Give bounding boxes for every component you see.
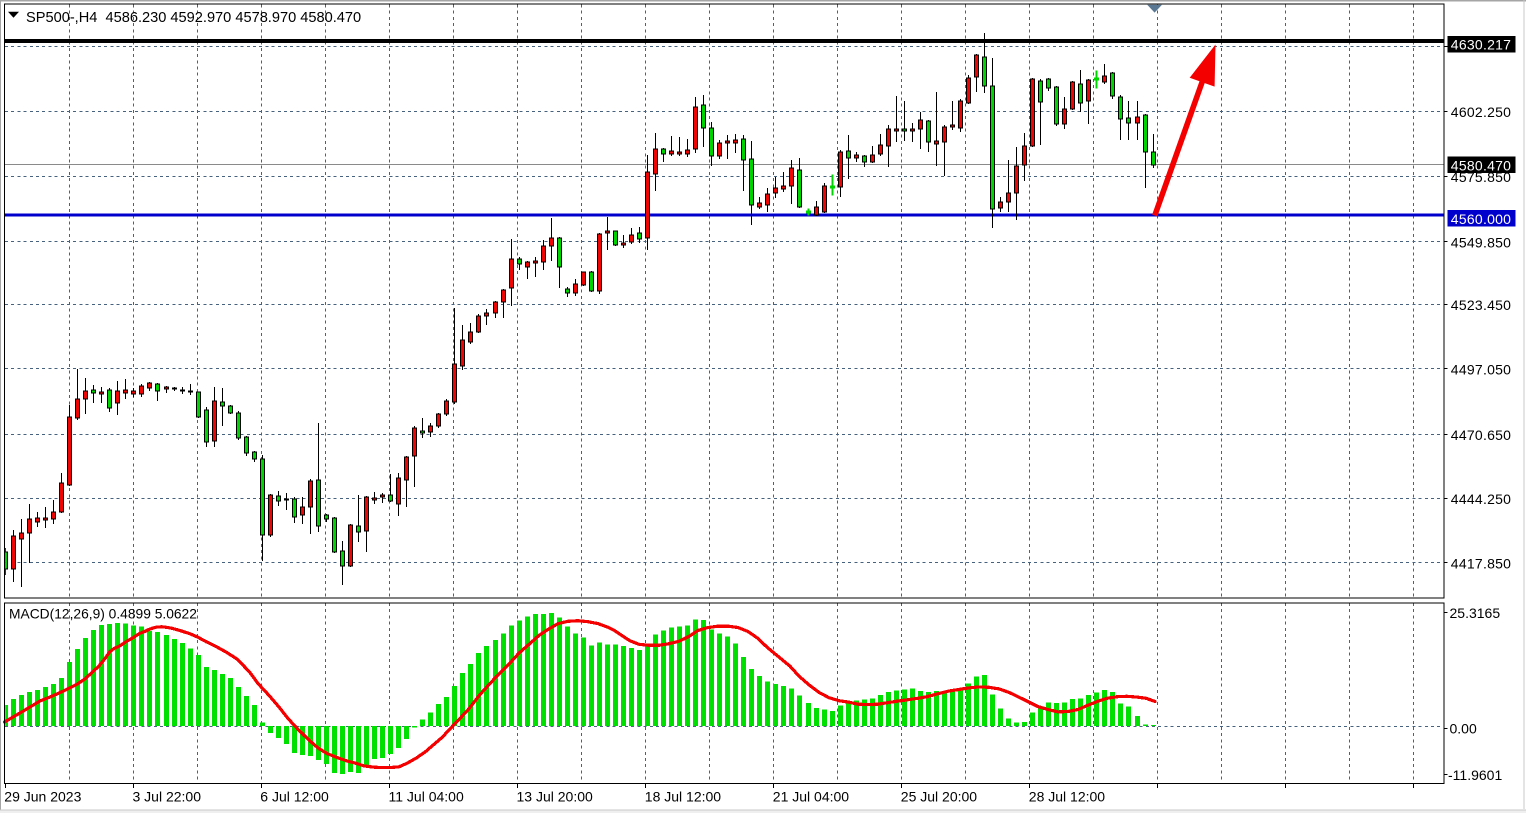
svg-text:3 Jul 22:00: 3 Jul 22:00 xyxy=(133,788,202,804)
svg-text:25.3165: 25.3165 xyxy=(1450,605,1501,621)
svg-text:4523.450: 4523.450 xyxy=(1451,297,1511,313)
svg-text:4630.217: 4630.217 xyxy=(1451,37,1511,53)
svg-text:4602.250: 4602.250 xyxy=(1451,104,1511,120)
svg-text:13 Jul 20:00: 13 Jul 20:00 xyxy=(517,788,593,804)
svg-text:29 Jun 2023: 29 Jun 2023 xyxy=(4,788,81,804)
svg-text:4470.650: 4470.650 xyxy=(1451,427,1511,443)
svg-text:4417.850: 4417.850 xyxy=(1451,555,1511,571)
svg-text:11 Jul 04:00: 11 Jul 04:00 xyxy=(389,788,464,804)
svg-text:25 Jul 20:00: 25 Jul 20:00 xyxy=(901,788,977,804)
svg-text:28 Jul 12:00: 28 Jul 12:00 xyxy=(1029,788,1105,804)
svg-text:6 Jul 12:00: 6 Jul 12:00 xyxy=(260,788,329,804)
svg-text:18 Jul 12:00: 18 Jul 12:00 xyxy=(645,788,721,804)
svg-text:4580.470: 4580.470 xyxy=(1451,157,1511,173)
svg-text:-11.9601: -11.9601 xyxy=(1448,767,1502,783)
svg-text:MACD(12,26,9) 0.4899 5.0622: MACD(12,26,9) 0.4899 5.0622 xyxy=(9,606,197,621)
svg-text:0.00: 0.00 xyxy=(1450,721,1477,737)
svg-text:4560.000: 4560.000 xyxy=(1451,211,1511,227)
svg-text:4444.250: 4444.250 xyxy=(1451,491,1511,507)
svg-text:SP500-,H4 4586.230 4592.970 4: SP500-,H4 4586.230 4592.970 4578.970 458… xyxy=(26,10,361,26)
svg-text:21 Jul 04:00: 21 Jul 04:00 xyxy=(773,788,849,804)
svg-text:4549.850: 4549.850 xyxy=(1451,234,1511,250)
svg-text:4497.050: 4497.050 xyxy=(1451,361,1511,377)
